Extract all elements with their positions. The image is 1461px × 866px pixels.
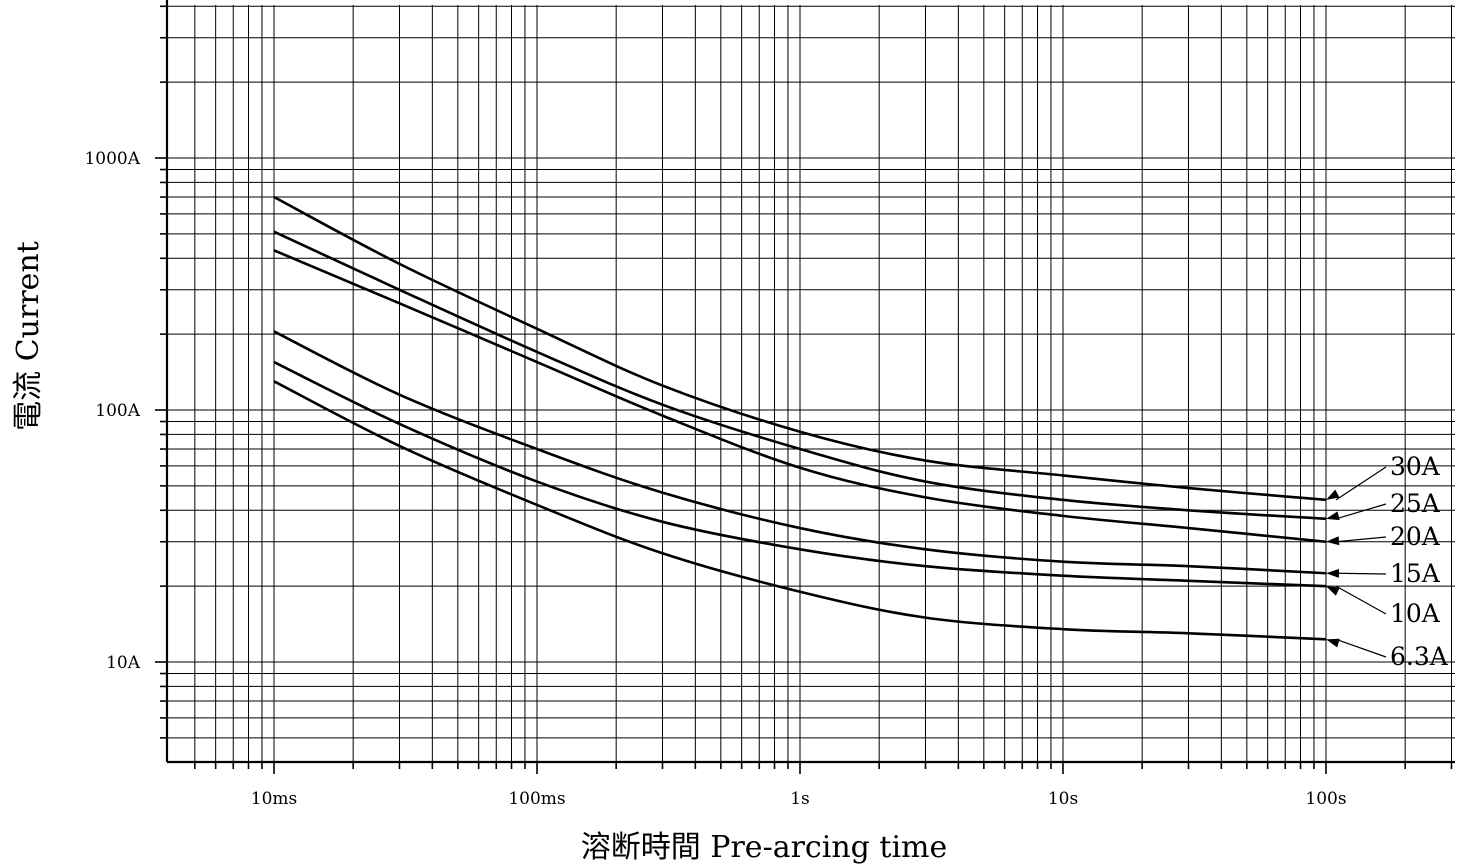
- series-labels: 30A 25A 20A 15A 10A 6.3A: [1326, 452, 1449, 671]
- series-curve-10A: [273, 360, 1327, 588]
- x-tick-label: 10s: [1048, 789, 1078, 809]
- series-label: 30A: [1390, 452, 1441, 481]
- y-axis-title: 電流 Current: [11, 241, 46, 431]
- leader-line: [1335, 503, 1387, 520]
- series-curve-6.3A: [273, 380, 1327, 641]
- grid: [167, 5, 1455, 762]
- series-curve-25A: [273, 230, 1327, 521]
- leader-arrowhead: [1326, 511, 1340, 521]
- leader-line: [1335, 572, 1387, 575]
- y-tick-label: 100A: [95, 401, 140, 421]
- curves: [273, 195, 1327, 641]
- series-label: 20A: [1390, 522, 1441, 551]
- leader-arrowhead: [1326, 638, 1340, 648]
- x-tick-label: 1s: [790, 789, 810, 809]
- leader-arrowhead: [1326, 568, 1340, 578]
- series-label: 6.3A: [1390, 642, 1449, 671]
- y-tick-label: 1000A: [84, 149, 140, 169]
- leader-line: [1335, 638, 1387, 658]
- tick-labels: 10ms 100ms 1s 10s 100s 10A 100A 1000A: [84, 149, 1346, 809]
- series-curve-15A: [273, 330, 1327, 575]
- x-axis-title: 溶断時間 Pre-arcing time: [581, 830, 948, 865]
- axes: [155, 0, 1455, 774]
- leader-line: [1335, 466, 1387, 501]
- series-label: 10A: [1390, 599, 1441, 628]
- x-tick-label: 10ms: [251, 789, 297, 809]
- leader-arrowhead: [1326, 586, 1340, 596]
- leader-line: [1335, 585, 1387, 615]
- series-label: 25A: [1390, 489, 1441, 518]
- series-curve-30A: [273, 195, 1327, 502]
- series-curve-20A: [273, 249, 1327, 544]
- leader-arrowhead: [1326, 489, 1340, 500]
- series-label: 15A: [1390, 559, 1441, 588]
- x-tick-label: 100ms: [508, 789, 565, 809]
- leader-line: [1335, 536, 1387, 543]
- y-tick-label: 10A: [106, 653, 141, 673]
- leader-arrowhead: [1326, 536, 1340, 546]
- x-tick-label: 100s: [1305, 789, 1346, 809]
